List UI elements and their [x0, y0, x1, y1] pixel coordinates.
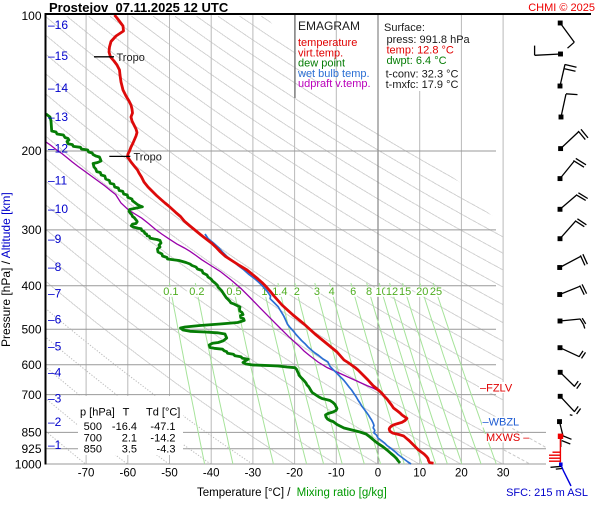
svg-text:12: 12 — [386, 286, 398, 298]
svg-text:–9: –9 — [48, 232, 62, 246]
svg-text:virt.temp.: virt.temp. — [298, 47, 343, 59]
svg-text:300: 300 — [21, 223, 41, 237]
svg-text:20: 20 — [416, 286, 428, 298]
svg-text:925: 925 — [21, 442, 41, 456]
svg-text:dwpt: 6.4 °C: dwpt: 6.4 °C — [387, 55, 447, 67]
svg-text:200: 200 — [21, 144, 41, 158]
svg-text:10: 10 — [413, 468, 426, 480]
svg-text:-40: -40 — [203, 468, 220, 480]
svg-text:-4.3: -4.3 — [157, 444, 176, 456]
svg-text:–4: –4 — [48, 366, 62, 380]
svg-text:t-mxfc: 17.9 °C: t-mxfc: 17.9 °C — [386, 79, 459, 91]
svg-text:–11: –11 — [48, 174, 67, 188]
svg-text:Prostejov 07.11.2025 12 UTC: Prostejov 07.11.2025 12 UTC — [49, 0, 229, 15]
svg-text:Td [°C]: Td [°C] — [146, 407, 180, 419]
svg-text:0: 0 — [375, 468, 381, 480]
svg-text:p [hPa]: p [hPa] — [80, 407, 115, 419]
svg-text:3: 3 — [314, 286, 320, 298]
svg-text:-14.2: -14.2 — [150, 432, 175, 444]
svg-text:–7: –7 — [48, 287, 62, 301]
svg-text:wet bulb temp.: wet bulb temp. — [297, 68, 370, 80]
svg-text:–14: –14 — [48, 81, 68, 95]
svg-text:25: 25 — [430, 286, 442, 298]
svg-text:-47.1: -47.1 — [150, 421, 175, 433]
svg-text:4: 4 — [329, 286, 335, 298]
svg-text:500: 500 — [21, 322, 41, 336]
svg-text:850: 850 — [21, 426, 41, 440]
svg-text:–8: –8 — [48, 260, 62, 274]
svg-text:1: 1 — [261, 286, 267, 298]
svg-text:0.5: 0.5 — [226, 286, 241, 298]
svg-text:temperature: temperature — [298, 37, 357, 49]
svg-text:SFC: 215 m ASL: SFC: 215 m ASL — [506, 487, 588, 499]
svg-text:8: 8 — [366, 286, 372, 298]
svg-text:Pressure [hPa] / Altitude [k: Pressure [hPa] / Altitude [km] — [0, 192, 13, 347]
svg-text:–13: –13 — [48, 110, 68, 124]
svg-text:EMAGRAM: EMAGRAM — [298, 19, 360, 33]
svg-text:2.1: 2.1 — [122, 432, 137, 444]
svg-text:T: T — [123, 407, 130, 419]
svg-text:1000: 1000 — [15, 457, 42, 471]
svg-text:2: 2 — [294, 286, 300, 298]
svg-text:press: 991.8 hPa: press: 991.8 hPa — [387, 34, 471, 46]
svg-text:-16.4: -16.4 — [112, 421, 137, 433]
svg-text:0.2: 0.2 — [189, 286, 204, 298]
svg-text:udpraft v.temp.: udpraft v.temp. — [298, 78, 371, 90]
svg-text:20: 20 — [455, 468, 468, 480]
svg-text:–15: –15 — [48, 49, 68, 63]
svg-text:500: 500 — [84, 421, 102, 433]
svg-text:–1: –1 — [48, 438, 62, 452]
svg-text:–6: –6 — [48, 313, 62, 327]
svg-text:30: 30 — [497, 468, 510, 480]
svg-text:700: 700 — [84, 432, 102, 444]
svg-text:t-conv: 32.3 °C: t-conv: 32.3 °C — [386, 69, 459, 81]
svg-text:10: 10 — [375, 286, 387, 298]
svg-text:–WBZL: –WBZL — [483, 417, 520, 429]
svg-text:–2: –2 — [48, 415, 62, 429]
svg-text:–FZLV: –FZLV — [480, 382, 513, 394]
svg-text:15: 15 — [399, 286, 411, 298]
svg-text:CHMI © 2025: CHMI © 2025 — [528, 2, 595, 14]
svg-text:dew point: dew point — [298, 58, 345, 70]
svg-text:0.1: 0.1 — [163, 286, 178, 298]
svg-text:3.5: 3.5 — [122, 444, 137, 456]
svg-text:1.4: 1.4 — [272, 286, 287, 298]
svg-text:100: 100 — [21, 9, 41, 23]
svg-text:–10: –10 — [48, 202, 68, 216]
svg-text:Tropo: Tropo — [134, 151, 162, 163]
svg-text:-60: -60 — [119, 468, 136, 480]
svg-text:6: 6 — [350, 286, 356, 298]
svg-text:700: 700 — [21, 388, 41, 402]
svg-text:Tropo: Tropo — [117, 52, 145, 64]
svg-text:–16: –16 — [48, 18, 68, 32]
svg-text:–5: –5 — [48, 340, 62, 354]
svg-text:–12: –12 — [48, 142, 68, 156]
svg-text:850: 850 — [84, 444, 102, 456]
svg-text:Surface:: Surface: — [384, 22, 425, 34]
svg-text:temp: 12.8 °C: temp: 12.8 °C — [387, 45, 454, 57]
svg-text:-70: -70 — [78, 468, 95, 480]
svg-text:-30: -30 — [245, 468, 262, 480]
svg-text:-50: -50 — [161, 468, 178, 480]
svg-text:Temperature [°C] / Mixing ra: Temperature [°C] / Mixing ratio [g/kg] — [197, 487, 387, 499]
svg-text:600: 600 — [21, 358, 41, 372]
svg-text:–3: –3 — [48, 392, 62, 406]
svg-text:-20: -20 — [286, 468, 303, 480]
svg-text:MXWS –: MXWS – — [486, 432, 530, 444]
svg-text:400: 400 — [21, 279, 41, 293]
svg-text:-10: -10 — [328, 468, 345, 480]
